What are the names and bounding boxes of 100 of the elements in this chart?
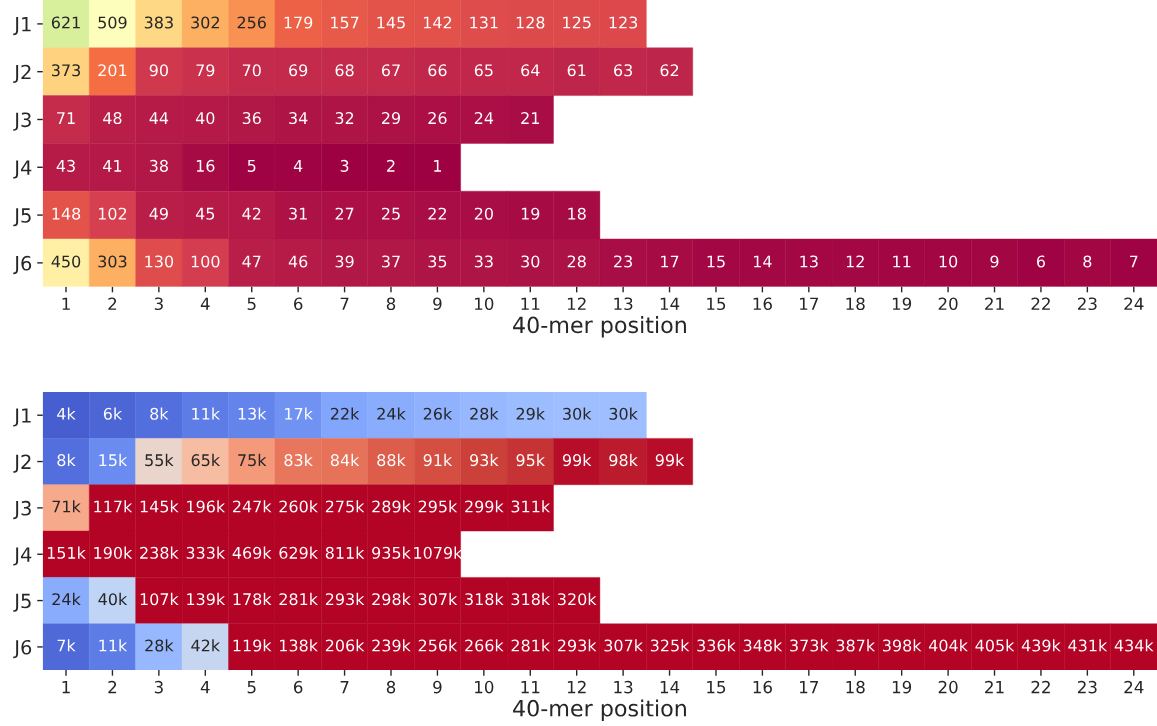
data-label: 31 bbox=[289, 207, 307, 220]
data-label: 3 bbox=[340, 159, 349, 172]
data-label: 8 bbox=[1083, 255, 1092, 268]
data-label: 26k bbox=[423, 407, 453, 420]
data-label: 98k bbox=[609, 453, 638, 467]
data-label: 49 bbox=[149, 207, 168, 220]
data-label: 24k bbox=[377, 407, 406, 420]
data-label: 206k bbox=[325, 639, 365, 652]
data-label: 125 bbox=[563, 16, 591, 29]
data-label: 40k bbox=[98, 592, 128, 606]
data-label: 90 bbox=[149, 64, 168, 77]
data-label: 42 bbox=[242, 207, 261, 220]
x-tick-label: 24 bbox=[1124, 297, 1144, 310]
x-tick-label: 15 bbox=[707, 681, 726, 694]
data-label: 13k bbox=[238, 407, 267, 420]
data-label: 22 bbox=[428, 207, 446, 220]
data-label: 30k bbox=[609, 407, 638, 420]
data-label: 83k bbox=[284, 453, 313, 467]
x-tick-label: 7 bbox=[340, 297, 349, 310]
x-tick-label: 21 bbox=[985, 297, 1004, 310]
data-label: 67 bbox=[381, 64, 400, 77]
x-tick-label: 10 bbox=[475, 297, 494, 311]
data-label: 239k bbox=[372, 639, 411, 652]
data-label: 17 bbox=[661, 255, 679, 268]
data-label: 629k bbox=[279, 546, 318, 559]
data-label: 62 bbox=[660, 64, 679, 77]
data-label: 509 bbox=[98, 16, 127, 29]
data-label: 336k bbox=[697, 639, 736, 652]
data-label: 469k bbox=[232, 546, 272, 559]
data-label: 25 bbox=[382, 207, 400, 220]
data-label: 95k bbox=[516, 453, 546, 467]
y-tick-label: J6 bbox=[13, 639, 32, 659]
data-label: 117k bbox=[94, 500, 133, 513]
data-label: 275k bbox=[325, 500, 365, 513]
data-label: 8k bbox=[57, 453, 76, 467]
x-tick-label: 20 bbox=[938, 297, 958, 311]
data-label: 450 bbox=[51, 255, 81, 268]
data-label: 383 bbox=[144, 16, 173, 29]
data-label: 88k bbox=[377, 453, 406, 467]
data-label: 311k bbox=[511, 500, 551, 513]
data-label: 138k bbox=[280, 639, 318, 652]
data-label: 307k bbox=[418, 592, 458, 606]
x-tick-label: 2 bbox=[108, 297, 117, 310]
x-tick-label: 12 bbox=[567, 297, 586, 310]
y-tick-label: J3 bbox=[13, 500, 31, 520]
data-label: 333k bbox=[186, 546, 226, 559]
data-label: 238k bbox=[140, 546, 179, 559]
x-tick-label: 4 bbox=[200, 297, 210, 310]
data-label: 307k bbox=[604, 639, 643, 652]
data-label: 10 bbox=[939, 255, 958, 268]
x-tick-label: 19 bbox=[892, 297, 912, 311]
data-label: 123 bbox=[609, 16, 638, 29]
data-label: 320k bbox=[558, 592, 597, 606]
data-label: 9 bbox=[990, 255, 999, 268]
data-label: 35 bbox=[428, 255, 447, 268]
x-tick-label: 10 bbox=[475, 680, 494, 694]
data-label: 256 bbox=[237, 16, 266, 29]
x-tick-label: 8 bbox=[386, 297, 396, 311]
data-label: 24 bbox=[474, 112, 494, 124]
data-label: 621 bbox=[51, 16, 80, 29]
x-tick-label: 23 bbox=[1077, 680, 1097, 694]
data-label: 434k bbox=[1114, 639, 1154, 652]
x-tick-label: 22 bbox=[1031, 680, 1050, 694]
data-label: 131 bbox=[470, 16, 498, 29]
data-label: 201 bbox=[98, 64, 127, 77]
x-tick-label: 3 bbox=[154, 297, 163, 311]
x-tick-label: 21 bbox=[985, 680, 1004, 694]
data-label: 12 bbox=[846, 255, 864, 268]
data-label: 298k bbox=[372, 592, 411, 606]
data-label: 139k bbox=[187, 592, 226, 606]
data-label: 55k bbox=[145, 453, 174, 467]
data-label: 303 bbox=[98, 255, 127, 268]
x-tick-label: 14 bbox=[660, 681, 680, 694]
data-label: 40 bbox=[195, 112, 215, 125]
data-label: 15k bbox=[99, 453, 128, 467]
data-label: 15 bbox=[707, 255, 725, 268]
x-axis-title: 40-mer position bbox=[513, 316, 686, 338]
data-label: 29 bbox=[382, 112, 401, 125]
x-tick-label: 5 bbox=[247, 297, 256, 311]
x-tick-label: 11 bbox=[521, 681, 540, 694]
data-label: 64 bbox=[521, 64, 540, 77]
data-label: 404k bbox=[929, 639, 968, 652]
x-tick-label: 15 bbox=[707, 297, 726, 311]
data-label: 6k bbox=[103, 407, 123, 420]
data-label: 7k bbox=[57, 639, 76, 652]
data-label: 22k bbox=[330, 407, 360, 420]
data-label: 91k bbox=[423, 453, 453, 467]
x-tick-label: 8 bbox=[386, 680, 396, 694]
data-label: 11k bbox=[99, 639, 128, 652]
x-tick-label: 7 bbox=[340, 681, 349, 694]
data-label: 61 bbox=[567, 64, 586, 77]
x-tick-label: 6 bbox=[294, 680, 303, 694]
data-label: 431k bbox=[1068, 639, 1108, 652]
data-label: 295k bbox=[418, 500, 458, 513]
data-label: 26 bbox=[428, 112, 447, 125]
data-label: 39 bbox=[335, 255, 354, 268]
data-label: 145k bbox=[140, 500, 179, 513]
data-label: 70 bbox=[242, 64, 261, 77]
data-label: 34 bbox=[289, 112, 308, 125]
data-label: 71 bbox=[57, 112, 75, 124]
